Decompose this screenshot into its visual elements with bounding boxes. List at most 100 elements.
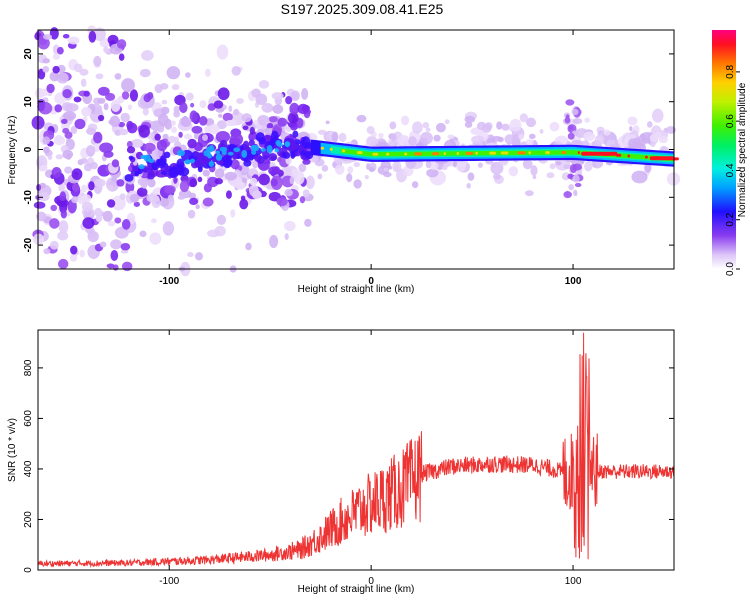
spectrogram-blob [241,149,248,158]
spectrogram-blob [64,166,73,174]
spectrogram-blob [283,220,296,232]
spectrogram-blob [159,197,170,207]
spectrogram-blob [394,164,399,171]
spectrogram-blob [297,103,309,114]
spectrogram-blob [299,196,306,204]
spectrogram-blob [353,179,362,189]
spectrogram-blob [383,167,389,172]
spectrogram-blob [62,111,77,121]
spectrogram-blob [224,171,237,181]
line-peak-segment [577,151,580,155]
spectrogram-blob [353,162,360,168]
snr-x-tick-label: -100 [159,576,179,587]
spectrogram-blob [160,171,167,175]
spectrogram-blob [197,166,203,173]
spectrogram-blob [90,161,98,170]
spectrogram-blob [649,133,659,142]
spectrogram-blob [252,160,258,169]
spectrogram-blob [202,169,210,177]
spectrogram-blob [484,122,493,130]
spectrogram-blob [167,135,177,144]
spectrogram-blob [46,83,55,94]
snr-y-tick-label: 800 [23,359,34,376]
spectrogram-blob [290,90,300,102]
spectrogram-blob [566,141,572,146]
spectrogram-blob [177,195,185,200]
spectrogram-blob [80,184,87,193]
spectrogram-blob [549,121,560,132]
spectrogram-blob [257,114,270,126]
spectrogram-blob [187,252,194,258]
spectrogram-blob [291,168,299,176]
spectrogram-blob [143,142,156,153]
line-peak-red-segment-end [649,156,674,161]
spectrogram-blob [93,131,103,144]
spectrogram-blob [114,73,122,80]
spectrogram-blob [105,92,116,101]
spectrogram-blob [253,119,259,126]
spectrogram-blob [546,172,555,179]
spectrogram-blob [230,159,240,170]
line-peak-segment [372,152,379,156]
spectrogram-blob [67,36,80,45]
spectrogram-blob [243,159,252,167]
snr-x-axis-label: Height of straight line (km) [298,584,415,595]
spectrogram-blob [173,177,178,184]
spectrogram-x-axis-label: Height of straight line (km) [298,284,415,295]
spectrogram-blob [233,147,241,153]
spectrogram-blob [290,145,297,151]
spectrogram-blob [251,88,261,98]
spectrogram-blob [107,185,114,191]
spectrogram-blob [93,55,102,67]
spectrogram-blob [129,193,140,203]
spectrogram-blob [136,187,148,197]
spectrogram-blob [365,136,379,147]
spectrogram-blob [572,118,583,125]
spectrogram-blob [148,172,153,178]
spectrogram-blob [99,241,107,248]
snr-x-tick-label: 100 [565,576,582,587]
spectrogram-y-tick-label: 20 [23,48,34,60]
spectrogram-blob [71,196,79,204]
spectrogram-blob [346,173,353,183]
spectrogram-y-ticks: -20 -10 0 10 20 [23,48,674,252]
spectrogram-blob [422,121,430,129]
spectrogram-blob [52,53,61,60]
spectrogram-blob [51,166,62,178]
spectrogram-blob [178,167,190,177]
spectrogram-blob [33,201,46,209]
spectrogram-blob [62,88,72,99]
snr-x-tick-label: 0 [368,576,374,587]
spectrogram-blob [176,158,185,170]
spectrogram-blob [644,162,652,173]
spectrogram-blob [284,233,289,241]
spectrogram-blob [73,63,83,73]
spectrogram-blob [119,193,126,200]
spectrogram-blob [207,103,216,111]
spectrogram-blob [102,210,113,222]
spectrogram-blob [198,115,208,126]
spectrogram-blob [258,173,270,186]
spectrogram-blob [154,83,163,94]
spectrogram-blob [225,158,233,166]
spectrogram-blob [508,166,519,177]
spectrogram-y-tick-label: 0 [23,146,34,152]
spectrogram-blob [95,214,103,223]
spectrogram-blob [83,163,93,172]
spectrogram-blob [179,102,188,114]
spectrogram-blob [140,178,148,189]
line-peak-segment [404,152,408,156]
spectrogram-blob [389,121,397,130]
line-peak-segment [475,151,479,155]
spectrogram-blob [106,263,115,269]
spectrogram-blob [109,115,121,128]
spectrogram-blob [563,191,572,199]
spectrogram-blob [207,153,212,159]
spectrogram-blob [289,102,300,115]
spectrogram-blob [251,144,260,152]
spectrogram-blob [532,175,537,180]
spectrogram-blob [292,130,299,138]
spectrogram-blob [201,134,208,141]
spectrogram-blob [195,204,200,210]
spectrogram-blob [147,178,156,188]
